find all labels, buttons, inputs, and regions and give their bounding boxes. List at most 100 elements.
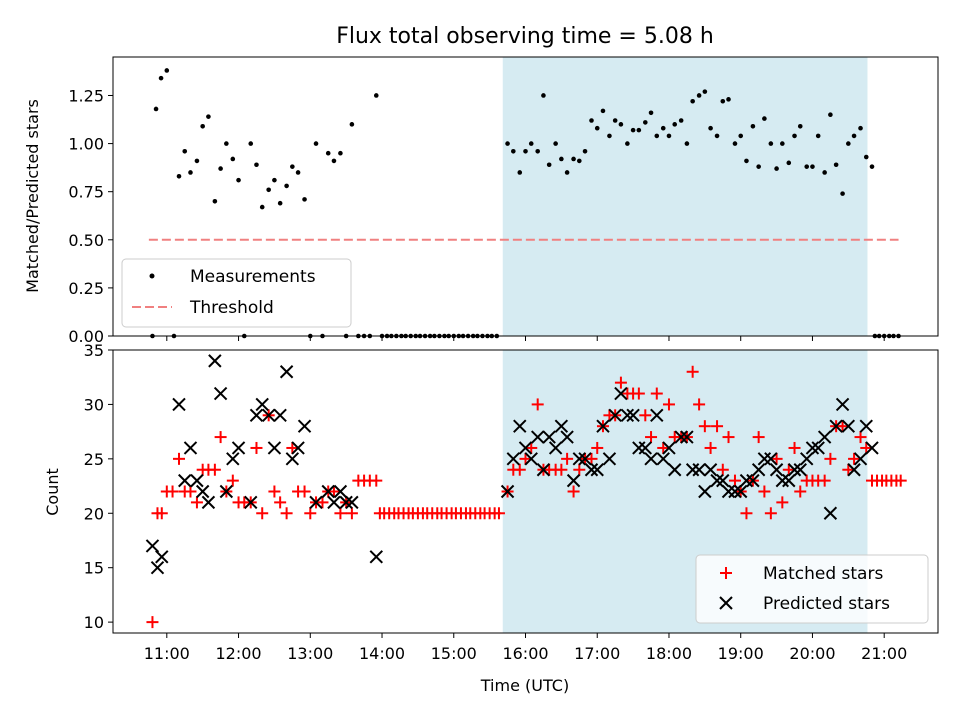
predicted-star-point (721, 484, 736, 499)
measurement-point (259, 204, 265, 210)
measurement-point (594, 125, 600, 131)
measurement-point (164, 68, 170, 73)
predicted-star-point (698, 484, 712, 499)
bottom-panel: 10 15 20 25 30 35 11:00 12:00 13:00 14:00 15:00 16… (43, 341, 939, 695)
matched-star-point (818, 474, 831, 487)
matched-star-point (492, 507, 505, 520)
measurement-point (696, 93, 702, 98)
matched-star-point (345, 507, 358, 520)
matched-star-point (740, 507, 753, 520)
predicted-star-d2 (685, 463, 700, 477)
predicted-star-point (333, 484, 348, 499)
predicted-star-point (746, 473, 760, 488)
bottom-y-tick-label: 10 (84, 613, 104, 632)
measurement-point (331, 158, 337, 164)
measurement-point (200, 123, 205, 129)
measurement-point (738, 133, 744, 139)
predicted-star-point (572, 452, 587, 466)
predicted-star-point (716, 473, 730, 488)
measurement-point (636, 127, 642, 133)
x-tick-label: 18:00 (646, 644, 692, 663)
measurement-point (750, 123, 756, 129)
legend-label-matched: Matched stars (763, 564, 883, 584)
matched-star-point (716, 463, 729, 476)
predicted-star-d2 (853, 452, 868, 466)
matched-star-point (854, 431, 867, 444)
predicted-star-d2 (244, 495, 258, 510)
predicted-star-point (554, 419, 569, 433)
bottom-y-tick-label: 30 (84, 395, 104, 414)
predicted-star-d2 (518, 441, 533, 455)
measurement-point (643, 120, 648, 125)
measurement-point (505, 141, 510, 146)
predicted-star-d2 (716, 473, 730, 488)
predicted-star-point (811, 441, 825, 455)
measurement-point (290, 164, 295, 169)
bottom-x-ticks: 11:00 12:00 13:00 14:00 15:00 16:00 17:00 18:00… (144, 633, 907, 663)
matched-star-point (698, 420, 711, 433)
matched-star-point (632, 387, 645, 400)
predicted-star-point (674, 430, 688, 444)
predicted-star-point (620, 408, 635, 423)
predicted-star-d2 (231, 441, 246, 455)
measurement-point (690, 98, 695, 104)
measurement-point (188, 170, 193, 175)
matched-star-point (614, 376, 627, 389)
predicted-star-d2 (285, 452, 300, 466)
top-points-layer (148, 68, 901, 339)
matched-star-point (650, 387, 663, 400)
matched-star-point (657, 441, 670, 454)
predicted-star-point (739, 473, 754, 488)
predicted-star-d2 (249, 408, 264, 423)
predicted-star-point (662, 441, 676, 455)
predicted-star-point (291, 441, 305, 455)
measurement-point (236, 177, 241, 183)
predicted-star-point (685, 463, 700, 477)
measurement-point (284, 183, 289, 189)
predicted-star-point (823, 506, 838, 520)
measurement-point (714, 133, 720, 139)
predicted-star-d2 (345, 495, 359, 510)
predicted-star-point (244, 495, 258, 510)
top-y-tick-label: 1.00 (68, 135, 104, 154)
predicted-star-point (542, 430, 556, 444)
predicted-star-d2 (739, 473, 754, 488)
predicted-star-point (584, 463, 599, 477)
matched-star-point (722, 431, 735, 444)
measurement-point (277, 200, 283, 206)
matched-star-point (513, 463, 526, 476)
predicted-star-point (267, 441, 282, 455)
matched-star-point (280, 507, 293, 520)
predicted-star-point (536, 463, 551, 477)
predicted-star-point (500, 484, 515, 499)
top-panel: 0.00 0.25 0.50 0.75 1.00 1.25 Matched/Predict… (23, 56, 939, 346)
predicted-star-d2 (811, 441, 825, 455)
predicted-star-point (757, 452, 772, 466)
top-y-tick-label: 1.25 (68, 86, 104, 105)
predicted-star-point (231, 441, 246, 455)
measurement-point (797, 123, 803, 129)
bottom-y-tick-label: 15 (84, 559, 104, 578)
predicted-star-point (285, 452, 300, 466)
predicted-star-point (321, 484, 335, 499)
predicted-star-d2 (721, 484, 736, 499)
measurement-point (618, 122, 624, 127)
measurement-point (672, 122, 678, 127)
predicted-star-d2 (255, 397, 269, 412)
matched-star-point (711, 420, 724, 433)
predicted-star-point (865, 441, 879, 455)
predicted-star-d2 (584, 463, 599, 477)
predicted-star-d2 (178, 473, 192, 488)
measurement-point (313, 141, 319, 146)
predicted-star-point (853, 452, 868, 466)
predicted-star-d2 (782, 473, 796, 488)
predicted-star-d2 (190, 473, 204, 488)
top-y-ticks: 0.00 0.25 0.50 0.75 1.00 1.25 (68, 86, 113, 346)
matched-star-point (146, 616, 159, 629)
predicted-star-d2 (536, 463, 551, 477)
predicted-star-d2 (297, 419, 312, 433)
predicted-star-d2 (751, 463, 766, 477)
predicted-star-point (548, 441, 563, 455)
predicted-star-d2 (817, 430, 832, 444)
top-y-axis-label: Matched/Predicted stars (23, 99, 42, 293)
